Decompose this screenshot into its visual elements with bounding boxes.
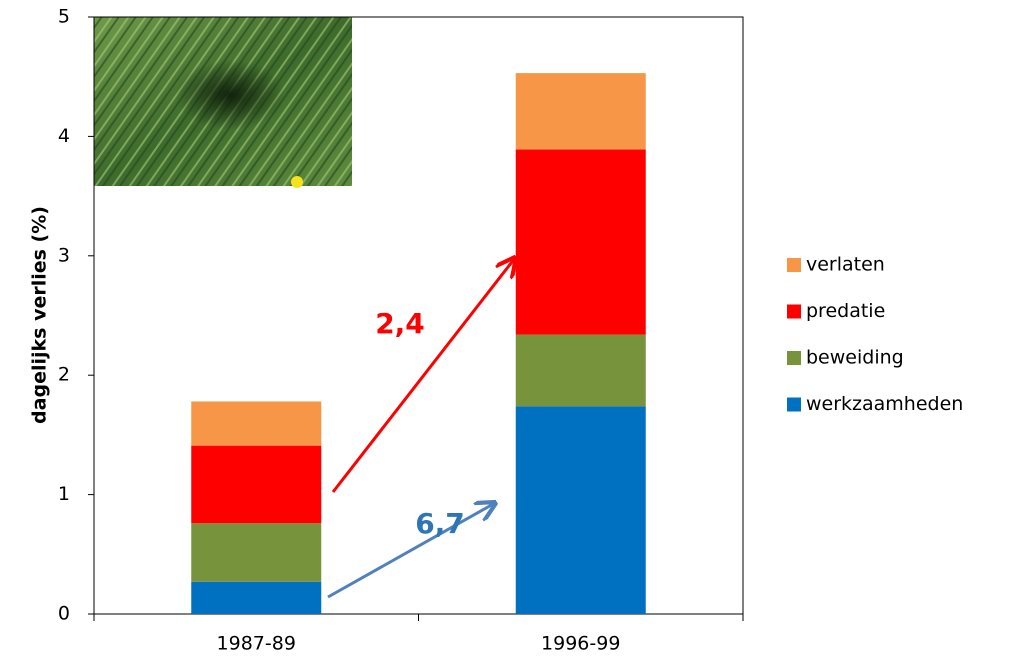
legend-label: verlaten	[806, 254, 885, 276]
legend-swatch	[787, 351, 801, 365]
photo-inset	[94, 17, 352, 188]
y-axis-label: dagelijks verlies (%)	[29, 206, 51, 424]
bar-segment	[191, 401, 322, 446]
bar-segment	[191, 523, 322, 582]
bar-segment	[515, 73, 646, 150]
y-tick-label: 0	[58, 603, 70, 625]
x-tick-label: 1987-89	[217, 633, 296, 655]
y-tick-label: 2	[58, 364, 70, 386]
legend-swatch	[787, 397, 801, 412]
y-tick-label: 3	[58, 244, 70, 266]
arrow	[331, 258, 515, 493]
bar-segment	[191, 581, 322, 614]
annotation: 2,4	[375, 307, 425, 340]
legend-swatch	[787, 304, 801, 319]
bar-segment	[515, 406, 646, 614]
bar-segment	[191, 445, 322, 524]
y-tick-label: 1	[58, 483, 70, 505]
arrow	[327, 503, 495, 599]
legend-label: predatie	[806, 300, 885, 322]
bar-segment	[515, 149, 646, 335]
bar-segment	[515, 334, 646, 407]
legend-label: werkzaamheden	[806, 393, 963, 415]
y-tick-label: 5	[58, 6, 70, 28]
legend-swatch	[787, 258, 801, 272]
y-tick-label: 4	[58, 125, 70, 147]
annotation: 6,7	[415, 507, 465, 540]
x-tick-label: 1996-99	[541, 633, 620, 655]
legend-label: beweiding	[806, 347, 904, 369]
